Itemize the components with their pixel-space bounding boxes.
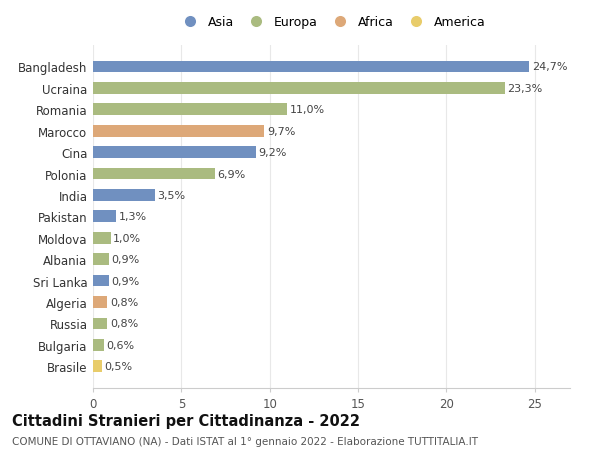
Bar bbox=[93, 168, 215, 180]
Text: 0,9%: 0,9% bbox=[112, 276, 140, 286]
Bar bbox=[93, 339, 104, 351]
Text: 0,6%: 0,6% bbox=[106, 340, 134, 350]
Bar bbox=[93, 211, 116, 223]
Text: 0,8%: 0,8% bbox=[110, 319, 138, 329]
Legend: Asia, Europa, Africa, America: Asia, Europa, Africa, America bbox=[173, 11, 490, 34]
Bar bbox=[93, 275, 109, 287]
Text: 6,9%: 6,9% bbox=[218, 169, 246, 179]
Bar bbox=[93, 104, 287, 116]
Bar bbox=[93, 318, 107, 330]
Bar bbox=[93, 147, 256, 159]
Text: Cittadini Stranieri per Cittadinanza - 2022: Cittadini Stranieri per Cittadinanza - 2… bbox=[12, 413, 360, 428]
Text: 1,0%: 1,0% bbox=[113, 233, 142, 243]
Text: 9,2%: 9,2% bbox=[258, 148, 287, 158]
Bar bbox=[93, 361, 102, 372]
Bar bbox=[93, 232, 110, 244]
Text: 0,5%: 0,5% bbox=[104, 361, 133, 371]
Bar bbox=[93, 297, 107, 308]
Text: 9,7%: 9,7% bbox=[267, 126, 295, 136]
Bar bbox=[93, 83, 505, 95]
Bar bbox=[93, 62, 529, 73]
Text: COMUNE DI OTTAVIANO (NA) - Dati ISTAT al 1° gennaio 2022 - Elaborazione TUTTITAL: COMUNE DI OTTAVIANO (NA) - Dati ISTAT al… bbox=[12, 436, 478, 446]
Text: 23,3%: 23,3% bbox=[507, 84, 542, 94]
Text: 1,3%: 1,3% bbox=[119, 212, 147, 222]
Bar bbox=[93, 126, 265, 137]
Text: 24,7%: 24,7% bbox=[532, 62, 568, 73]
Bar bbox=[93, 190, 155, 202]
Text: 0,9%: 0,9% bbox=[112, 255, 140, 264]
Text: 0,8%: 0,8% bbox=[110, 297, 138, 308]
Text: 3,5%: 3,5% bbox=[157, 190, 185, 201]
Bar bbox=[93, 254, 109, 265]
Text: 11,0%: 11,0% bbox=[290, 105, 325, 115]
